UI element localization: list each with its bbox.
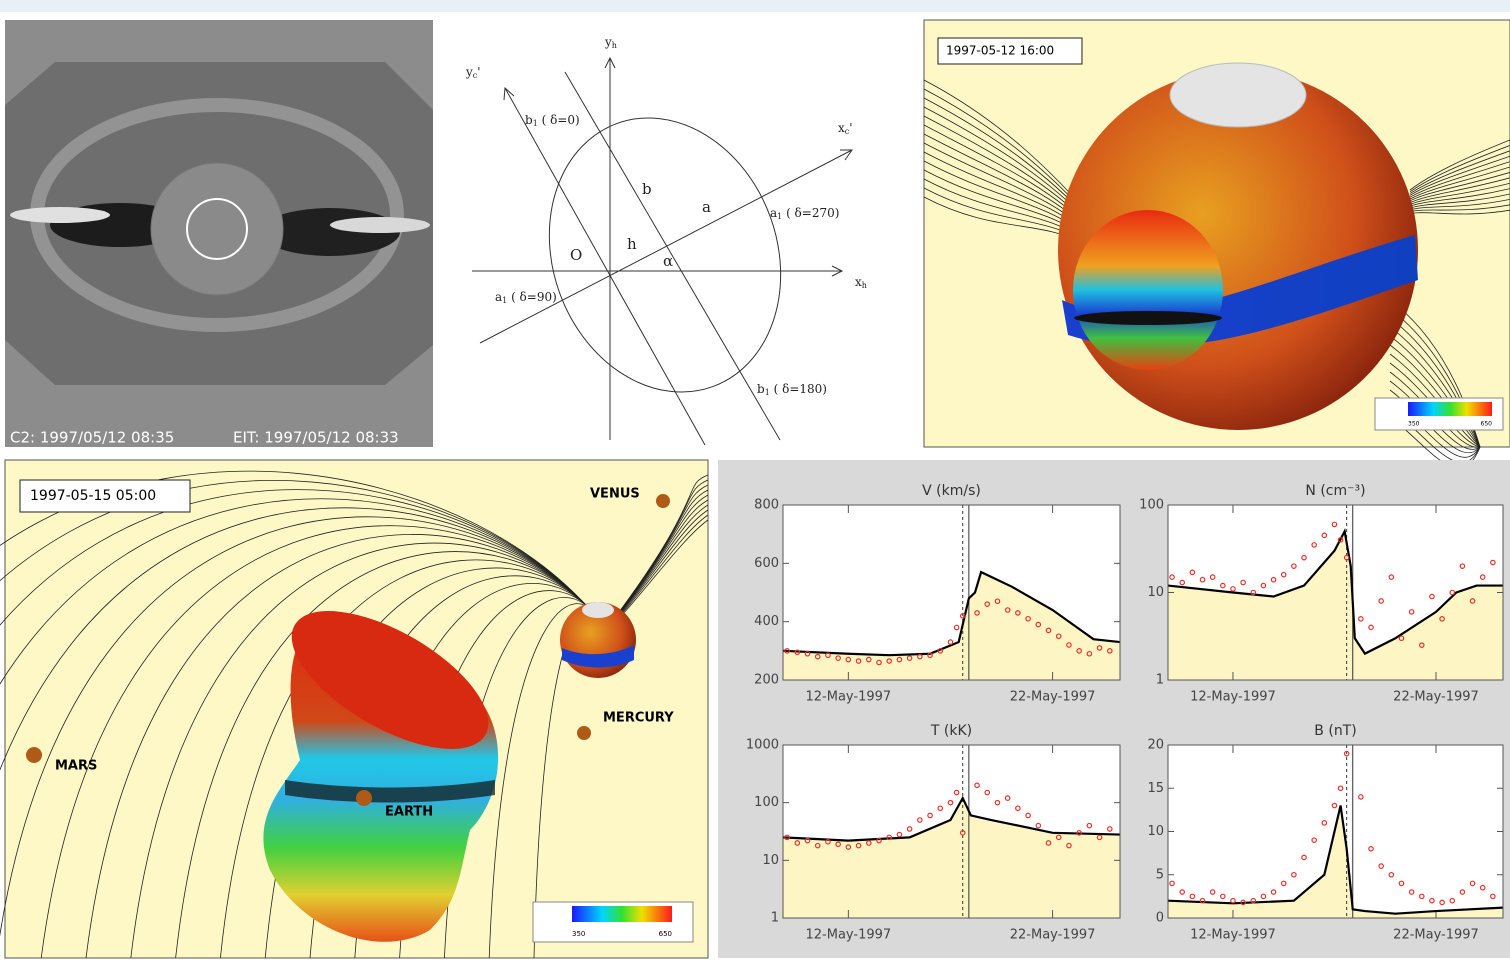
- label-rest: ( δ=180): [770, 382, 827, 396]
- label-main: a: [770, 206, 777, 220]
- occulter: [151, 163, 283, 295]
- mars: [26, 747, 42, 763]
- x-tick-label: 22-May-1997: [1010, 928, 1096, 943]
- x-tick-label: 12-May-1997: [1190, 690, 1276, 705]
- x-tick-label: 22-May-1997: [1393, 928, 1479, 943]
- y-tick-label: 20: [1147, 738, 1164, 753]
- sun-model-panel: 1997-05-12 16:00 350 650: [924, 20, 1510, 468]
- diagram-letter: O: [570, 246, 582, 264]
- colorbar-min: 350: [572, 930, 585, 938]
- diagram-label: a1 ( δ=270): [770, 206, 839, 222]
- heliosphere-panel: VENUS MERCURY MARS EARTH 1997-05-15 05:0…: [0, 460, 708, 958]
- figure: C2: 1997/05/12 08:35 EIT: 1997/05/12 08:…: [0, 0, 1510, 961]
- diagram-letter: h: [627, 235, 637, 253]
- y-tick-label: 10: [1147, 824, 1164, 839]
- diagram-label: yh: [604, 35, 617, 51]
- y-tick-label: 100: [754, 795, 779, 810]
- page: { "coronagraph": {"c2_label": "C2: 1997/…: [0, 0, 1510, 961]
- y-tick-label: 10: [762, 853, 779, 868]
- label-main: a: [495, 290, 502, 304]
- timestamp: 1997-05-15 05:00: [30, 488, 156, 504]
- y-tick-label: 5: [1156, 867, 1164, 882]
- diagram-label: xh: [855, 275, 867, 291]
- y-tick-label: 1000: [746, 738, 779, 753]
- streamer-bright: [10, 207, 110, 223]
- mercury: [577, 726, 591, 740]
- diagram-letter: a: [702, 198, 711, 216]
- label-rest: ': [849, 121, 852, 135]
- sun-cap: [582, 602, 614, 618]
- top-strip: [0, 0, 1510, 12]
- y-tick-label: 200: [754, 673, 779, 688]
- c2-label: C2: 1997/05/12 08:35: [10, 429, 174, 447]
- y-tick-label: 400: [754, 614, 779, 629]
- colorbar-max: 650: [659, 930, 672, 938]
- polar-cap: [1170, 63, 1306, 127]
- diagram-letter: α: [663, 252, 673, 270]
- y-tick-label: 10: [1147, 585, 1164, 600]
- label-rest: ': [477, 65, 480, 79]
- label-rest: ( δ=90): [507, 290, 557, 304]
- venus: [656, 494, 670, 508]
- cme-blob: [1073, 210, 1223, 370]
- coronagraph-panel: C2: 1997/05/12 08:35 EIT: 1997/05/12 08:…: [5, 20, 433, 447]
- diagram-label: a1 ( δ=90): [495, 290, 557, 306]
- colorbar-max: 650: [1481, 421, 1493, 428]
- diagram-label: yc': [465, 65, 481, 81]
- y-tick-label: 100: [1139, 498, 1164, 513]
- label-sub: h: [862, 281, 867, 290]
- label-sub: h: [612, 41, 617, 50]
- x-tick-label: 12-May-1997: [1190, 928, 1276, 943]
- x-tick-label: 22-May-1997: [1010, 690, 1096, 705]
- x-c-axis: [480, 150, 852, 343]
- y-tick-label: 800: [754, 498, 779, 513]
- streamer-bright: [330, 217, 430, 233]
- y-tick-label: 1: [1156, 673, 1164, 688]
- label-rest: ( δ=270): [782, 206, 839, 220]
- x-tick-label: 12-May-1997: [806, 690, 892, 705]
- chart-title: B (nT): [1314, 723, 1356, 739]
- eit-label: EIT: 1997/05/12 08:33: [233, 429, 399, 447]
- diagram-label: b1 ( δ=0): [525, 113, 580, 129]
- y-tick-label: 600: [754, 556, 779, 571]
- colorbar: [572, 906, 672, 922]
- venus-label: VENUS: [590, 487, 640, 502]
- y-tick-label: 1: [771, 911, 779, 926]
- label-rest: ( δ=0): [538, 113, 580, 127]
- timestamp: 1997-05-12 16:00: [946, 44, 1054, 58]
- y-tick-label: 0: [1156, 911, 1164, 926]
- blob-band: [1074, 311, 1222, 325]
- mars-label: MARS: [55, 759, 97, 774]
- earth: [356, 790, 372, 806]
- x-tick-label: 12-May-1997: [806, 928, 892, 943]
- diagram-letter: b: [642, 180, 652, 198]
- chart-title: T (kK): [930, 723, 972, 739]
- mercury-label: MERCURY: [603, 711, 674, 726]
- y-tick-label: 15: [1147, 781, 1164, 796]
- diagram-label: b1 ( δ=180): [757, 382, 827, 398]
- chart-title: V (km/s): [922, 483, 981, 499]
- chart-title: N (cm⁻³): [1305, 483, 1365, 499]
- colorbar: [1408, 402, 1492, 416]
- colorbar-min: 350: [1408, 421, 1420, 428]
- x-tick-label: 22-May-1997: [1393, 690, 1479, 705]
- diagram-label: xc': [838, 121, 853, 137]
- earth-label: EARTH: [385, 805, 433, 820]
